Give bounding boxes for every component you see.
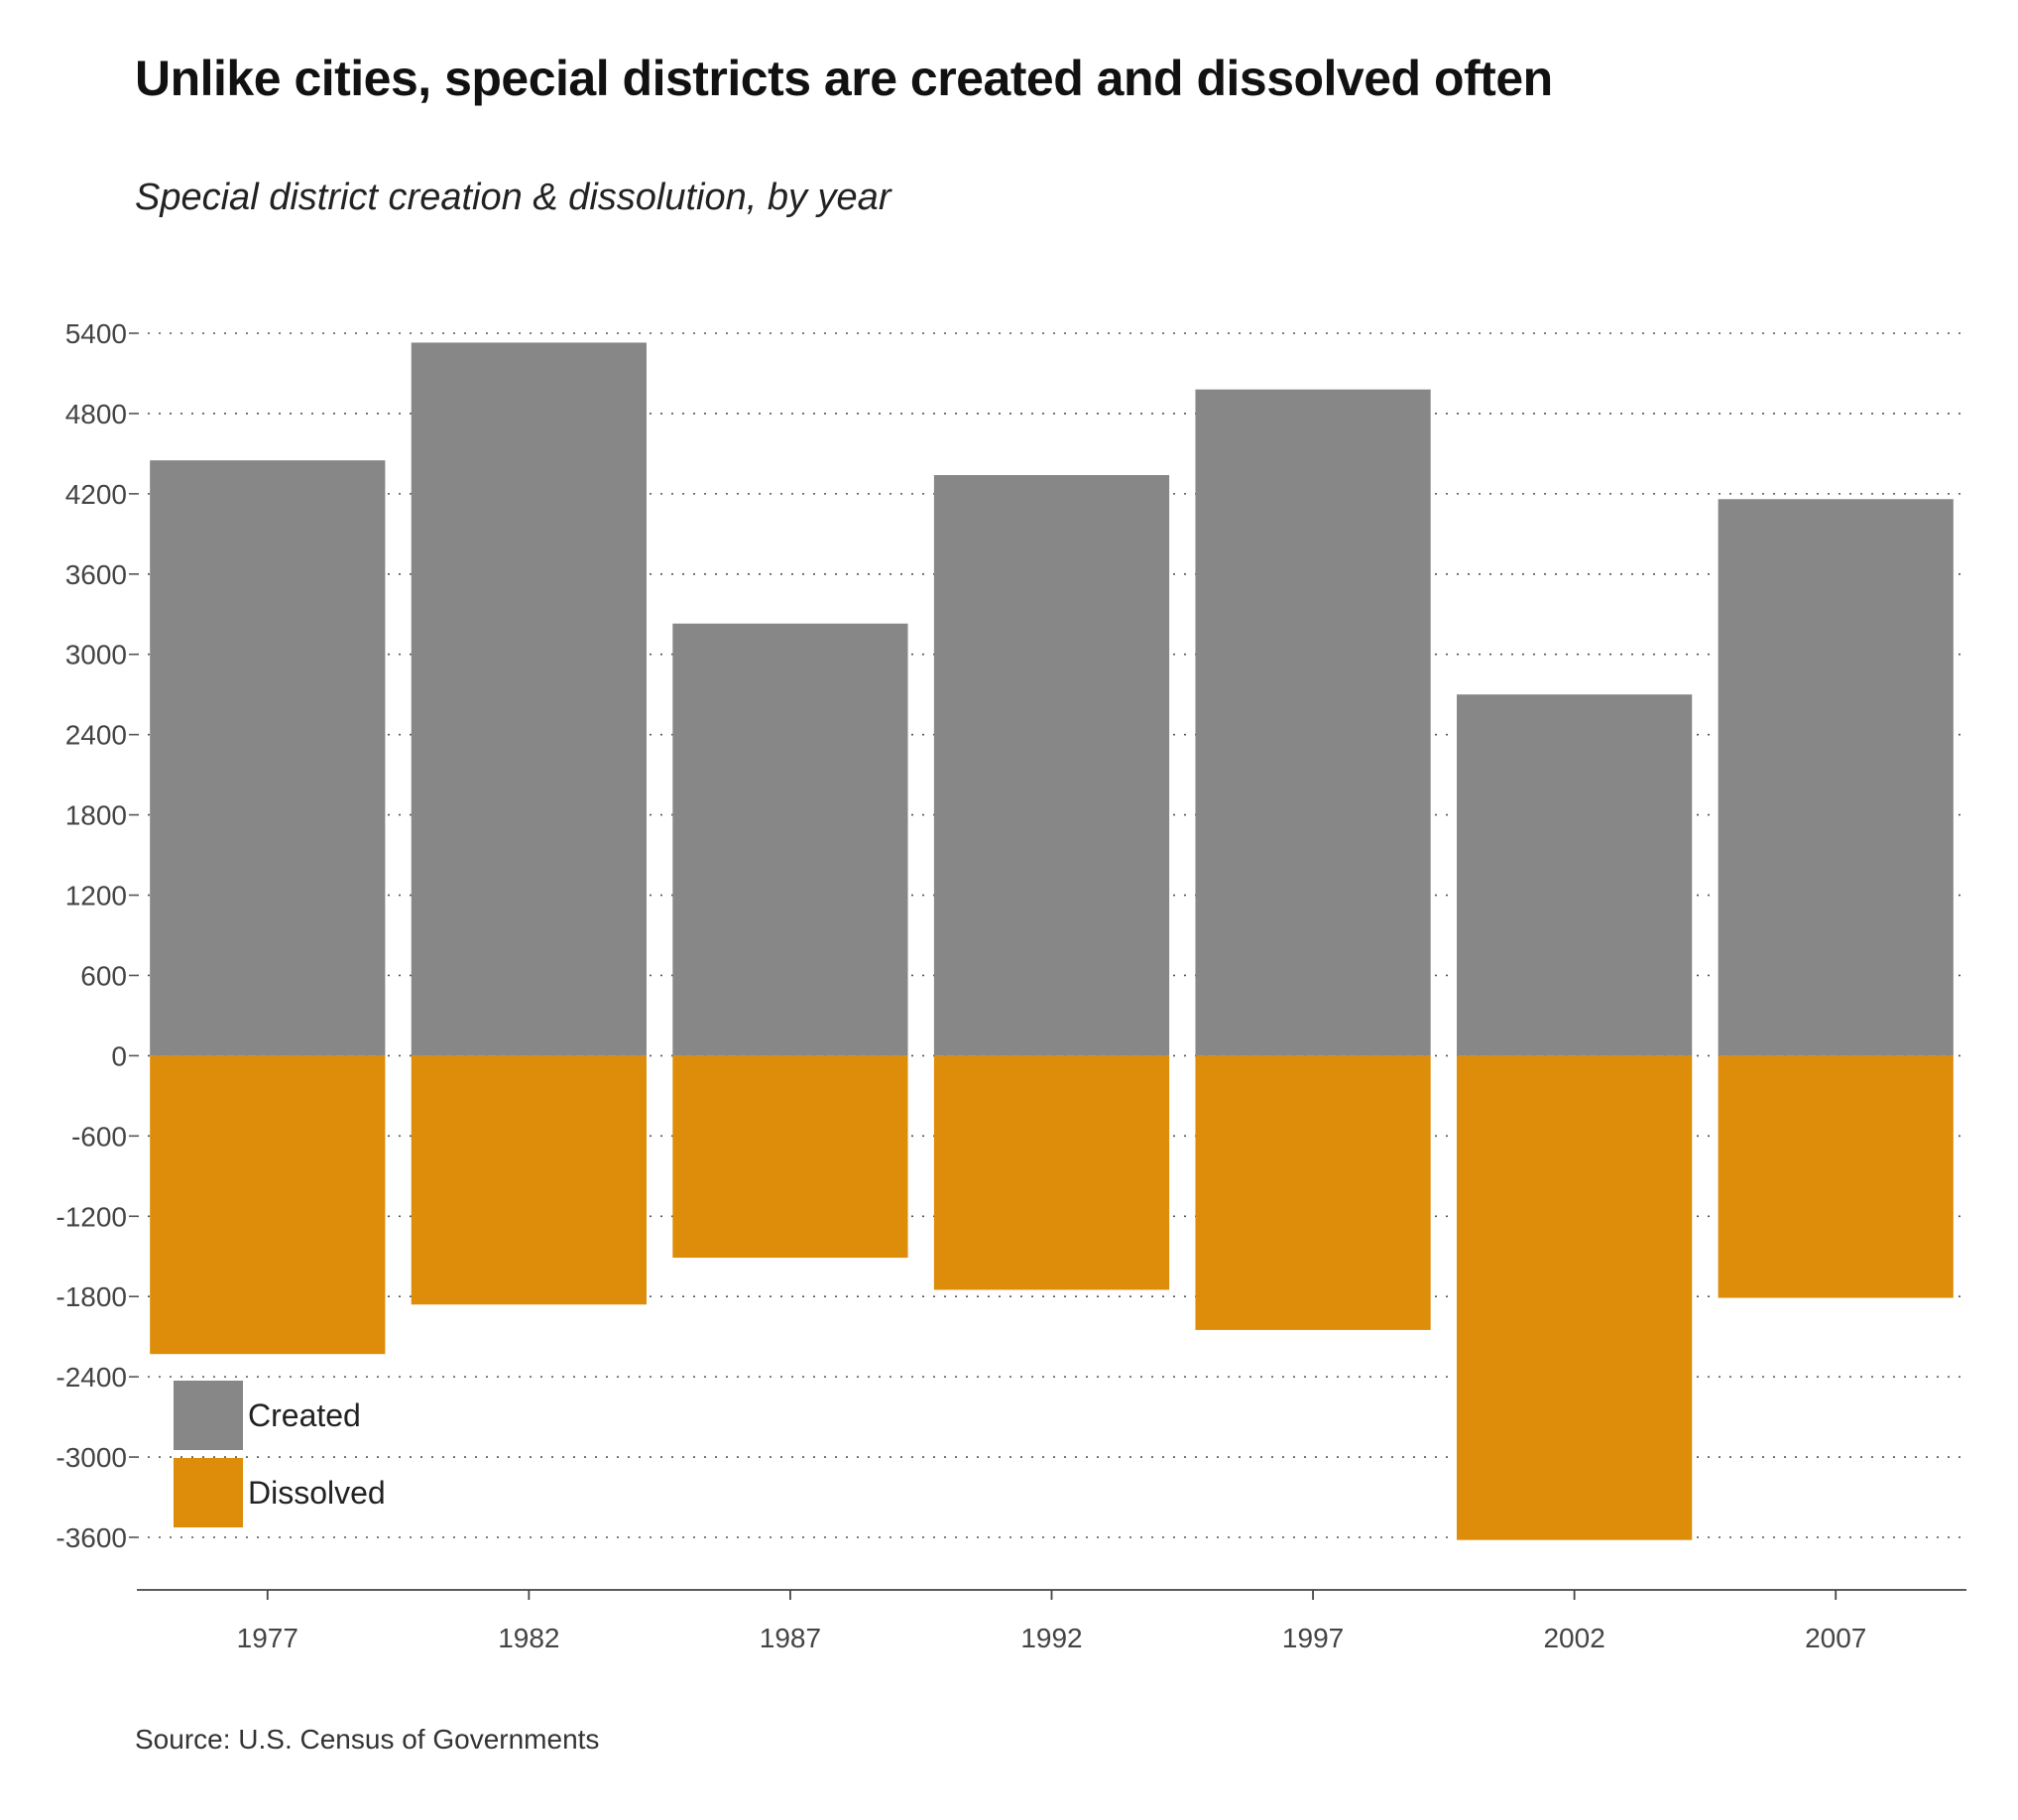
y-tick-label: 1200 — [65, 881, 127, 911]
bar-created-1977 — [150, 460, 386, 1056]
legend: Created Dissolved — [174, 1381, 386, 1527]
axes: 5400 4800 4200 3600 3000 2400 1800 1200 600 0 -600… — [56, 318, 1966, 1653]
legend-label-created: Created — [248, 1397, 361, 1433]
y-tick-label: -1800 — [56, 1281, 127, 1312]
y-tick-label: 4200 — [65, 479, 127, 510]
y-tick-label: 5400 — [65, 318, 127, 349]
legend-swatch-dissolved — [174, 1458, 243, 1527]
y-tick-label: -3000 — [56, 1442, 127, 1473]
y-tick-label: -600 — [71, 1121, 127, 1152]
legend-swatch-created — [174, 1381, 243, 1450]
y-tick-label: 1800 — [65, 800, 127, 831]
bar-dissolved-1982 — [411, 1055, 647, 1305]
bar-created-1997 — [1195, 389, 1431, 1056]
bar-dissolved-2002 — [1457, 1055, 1693, 1540]
x-tick-label: 2002 — [1543, 1623, 1604, 1653]
bar-dissolved-1997 — [1195, 1055, 1431, 1330]
chart-source: Source: U.S. Census of Governments — [135, 1724, 600, 1755]
x-tick-label: 1997 — [1282, 1623, 1344, 1653]
bar-created-1987 — [672, 623, 908, 1056]
bar-created-2007 — [1718, 499, 1954, 1056]
legend-label-dissolved: Dissolved — [248, 1475, 386, 1511]
y-tick-label: 600 — [80, 960, 127, 991]
bar-dissolved-1992 — [933, 1055, 1170, 1290]
bar-dissolved-1977 — [150, 1055, 386, 1355]
y-tick-label: -3600 — [56, 1522, 127, 1553]
x-tick-label: 1987 — [760, 1623, 821, 1653]
bar-created-2002 — [1457, 694, 1693, 1056]
chart-title: Unlike cities, special districts are cre… — [135, 51, 1553, 106]
y-tick-label: -2400 — [56, 1362, 127, 1393]
y-tick-label: 3600 — [65, 559, 127, 590]
bar-dissolved-2007 — [1718, 1055, 1954, 1298]
bars — [150, 342, 1954, 1540]
bar-dissolved-1987 — [672, 1055, 908, 1259]
y-tick-label: 4800 — [65, 399, 127, 429]
y-tick-label: 3000 — [65, 640, 127, 670]
bar-created-1982 — [411, 342, 647, 1056]
y-tick-label: 2400 — [65, 720, 127, 751]
x-tick-label: 1992 — [1020, 1623, 1082, 1653]
bar-created-1992 — [933, 474, 1170, 1056]
chart-subtitle: Special district creation & dissolution,… — [135, 177, 891, 218]
y-tick-label: 0 — [111, 1040, 127, 1071]
x-tick-label: 1977 — [237, 1623, 298, 1653]
x-tick-label: 2007 — [1805, 1623, 1866, 1653]
x-tick-label: 1982 — [498, 1623, 559, 1653]
y-tick-label: -1200 — [56, 1201, 127, 1232]
